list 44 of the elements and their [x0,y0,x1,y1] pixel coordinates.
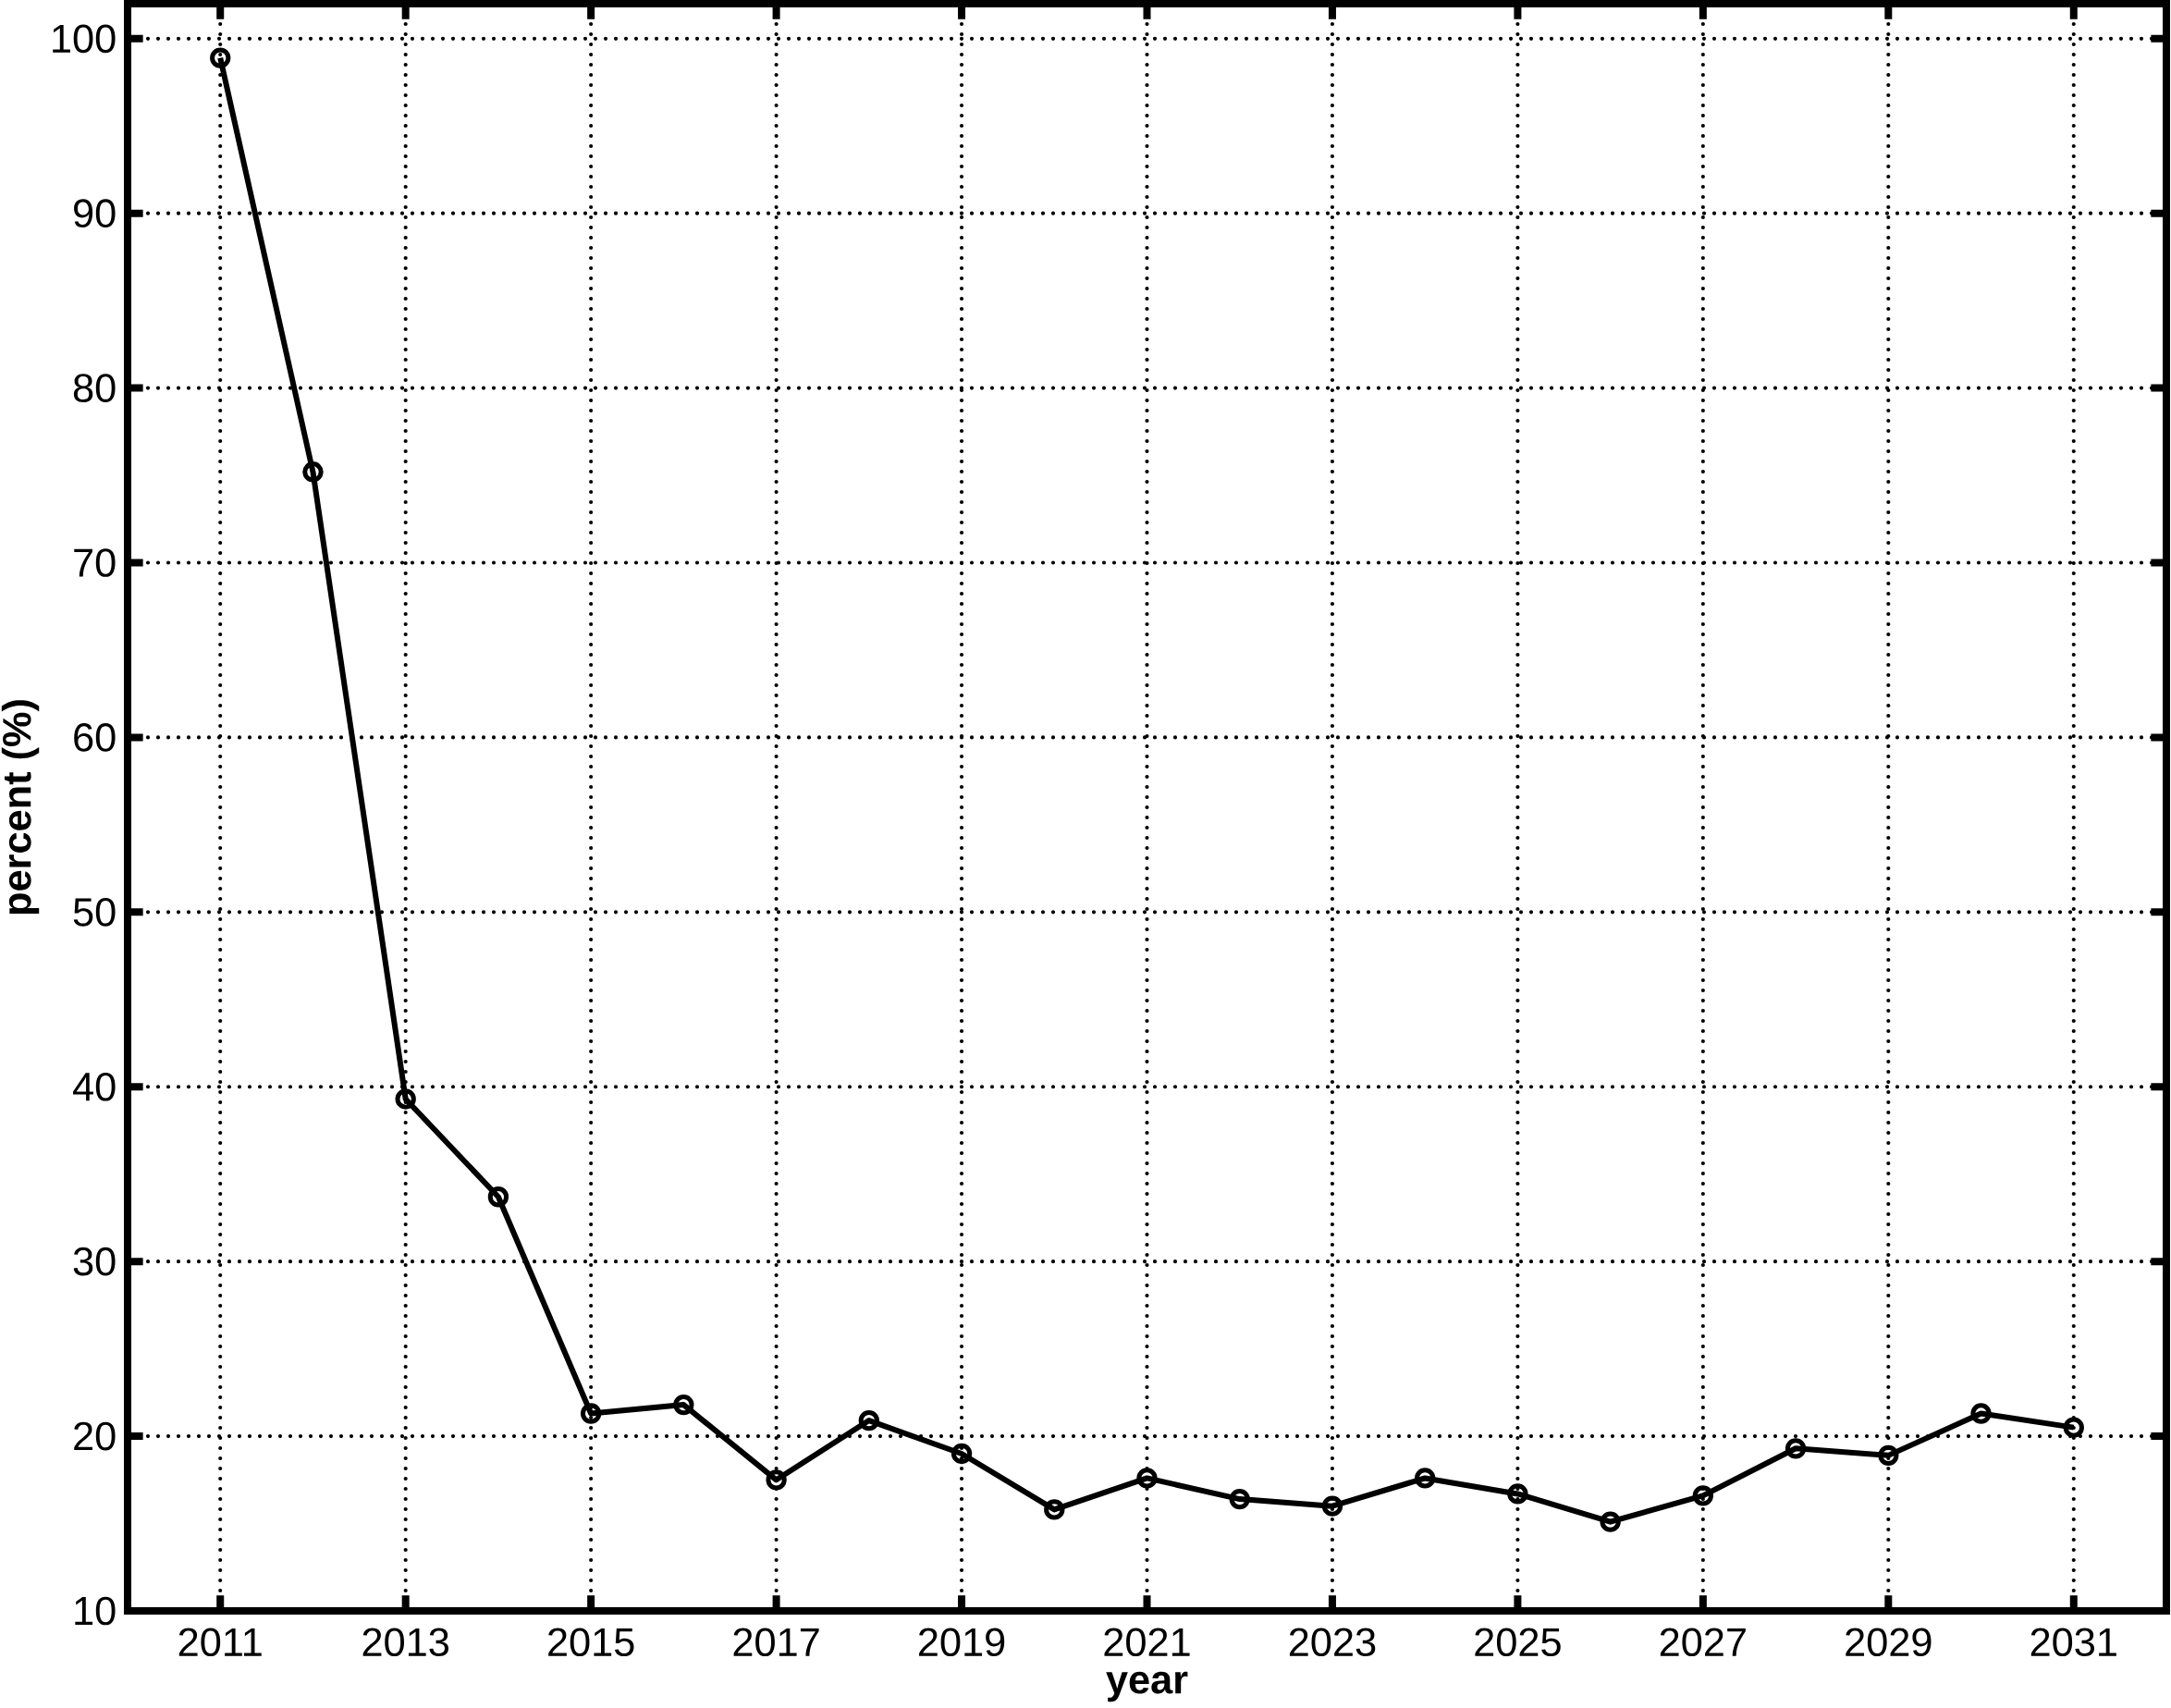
y-tick-label: 60 [74,723,116,752]
x-tick-label: 2031 [2030,1628,2116,1657]
point [210,47,231,68]
x-tick-label: 2015 [548,1628,634,1657]
y-tick-label: 40 [73,1072,116,1101]
y-tick-label: 100 [53,24,116,54]
point [951,1443,973,1465]
y-tick-label: 30 [73,1247,116,1276]
point [1970,1403,1992,1424]
y-tick-label: 10 [75,1596,116,1626]
point [1229,1488,1250,1510]
point [1692,1485,1714,1506]
point [673,1394,694,1416]
point [858,1409,879,1432]
point [580,1403,602,1424]
point [1878,1444,1899,1467]
x-tick-label: 2025 [1475,1628,1561,1657]
point [766,1469,787,1491]
point [1507,1483,1528,1505]
x-tick-label: 2023 [1289,1628,1376,1657]
x-axis-title: year [1106,1671,1188,1702]
point [302,461,324,483]
x-tick-label: 2027 [1660,1628,1746,1657]
point [1136,1468,1158,1489]
y-tick-label: 20 [74,1421,116,1451]
y-tick-label: 80 [73,374,116,402]
point [1321,1495,1343,1517]
x-tick-label: 2019 [919,1628,1005,1657]
x-tick-label: 2017 [733,1628,819,1657]
point [1785,1438,1807,1459]
y-tick-label: 70 [74,548,116,577]
x-tick-label: 2021 [1104,1628,1190,1657]
x-tick-label: 2013 [362,1628,448,1657]
point [1600,1511,1621,1532]
y-axis-title: percent (%) [1,700,40,915]
point [1044,1499,1065,1520]
point [2063,1417,2084,1438]
x-tick-label: 2011 [178,1628,262,1657]
y-tick-label: 50 [73,898,116,927]
point [395,1088,416,1110]
y-tick-label: 90 [74,199,116,228]
point [1415,1468,1436,1489]
point [487,1186,509,1208]
x-tick-label: 2029 [1846,1628,1932,1657]
